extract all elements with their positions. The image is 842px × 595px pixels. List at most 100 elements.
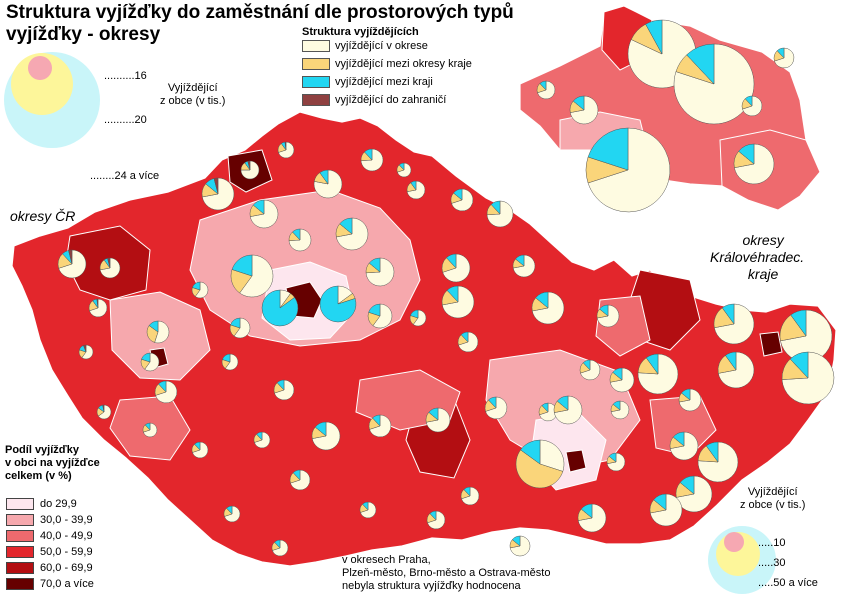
pie-slice: [608, 452, 617, 463]
pie-slice: [686, 43, 715, 85]
district-pie: [289, 469, 311, 491]
district-pie: [142, 422, 158, 438]
district-pie: [288, 228, 312, 252]
district-pie: [311, 421, 341, 451]
pie-slice: [231, 254, 253, 277]
district-pie: [154, 380, 178, 404]
pie-slice: [319, 169, 329, 185]
district-pie: [96, 404, 112, 420]
district-pie: [146, 320, 170, 344]
pie-slice: [81, 344, 94, 360]
size-bottom-title: Vyjíždějící z obce (v tis.): [740, 486, 805, 512]
share-title-3: celkem (v %): [5, 470, 72, 482]
region-brno-core: [565, 449, 587, 473]
pie-slice: [446, 253, 457, 269]
district-pie: [360, 148, 384, 172]
size-top-value-20: ..........20: [104, 114, 147, 126]
pie-slice: [541, 402, 549, 413]
label-okresy-hk-2: Královéhradec.: [710, 249, 805, 265]
share-title-2: v obci na vyjížďce: [5, 457, 100, 469]
pie-slice: [645, 353, 659, 375]
district-pie: [140, 352, 160, 372]
district-pie: [484, 396, 508, 420]
district-pie: [273, 379, 295, 401]
pie-slice: [612, 367, 623, 381]
district-pie: [201, 177, 235, 211]
pie-slice: [368, 303, 381, 317]
district-pie: [425, 407, 451, 433]
pie-slice: [446, 285, 459, 303]
pie-slice: [398, 162, 405, 171]
district-pie: [406, 180, 426, 200]
pie-slice: [213, 177, 219, 195]
pie-slice: [102, 404, 105, 413]
share-legend-title: Podíl vyjížďky v obci na vyjížďce celkem…: [5, 444, 125, 483]
district-pie: [585, 127, 671, 213]
size-legend-circle: [11, 53, 73, 115]
pie-slice: [362, 501, 369, 511]
structure-label-interregion: vyjíždějící mezi kraji: [335, 76, 433, 88]
district-pie: [240, 160, 260, 180]
size-top-value-16: ..........16: [104, 70, 147, 82]
pie-slice: [144, 422, 151, 431]
swatch-region: [302, 58, 330, 70]
pie-slice: [292, 228, 301, 241]
pie-slice: [372, 414, 381, 427]
pie-slice: [368, 257, 381, 273]
pie-slice: [256, 431, 263, 441]
size-top-title-2: z obce (v tis.): [160, 95, 226, 107]
pie-slice: [292, 469, 301, 481]
district-pie: [773, 47, 795, 69]
pie-slice: [239, 254, 274, 298]
size-bottom-value-30: .....30: [758, 557, 786, 569]
pie-slice: [721, 303, 735, 325]
district-pie: [460, 486, 480, 506]
district-pie: [335, 217, 369, 251]
district-pie: [579, 359, 601, 381]
structure-legend-item-abroad: vyjíždějící do zahraničí: [302, 94, 446, 106]
pie-slice: [672, 431, 685, 447]
pie-slice: [539, 80, 547, 91]
share-swatch-2: [6, 530, 34, 542]
pie-slice: [141, 352, 151, 363]
pie-slice: [339, 217, 353, 235]
district-pie: [486, 200, 514, 228]
pie-slice: [360, 148, 384, 172]
district-pie: [512, 254, 536, 278]
pie-slice: [96, 298, 99, 309]
share-swatch-1: [6, 514, 34, 526]
pie-slice: [429, 510, 437, 521]
district-pie: [368, 414, 392, 438]
pie-slice: [645, 19, 663, 55]
share-label-4: 60,0 - 69,9: [40, 562, 93, 574]
label-okresy-hk-3: kraje: [747, 266, 779, 282]
size-bottom-title-1: Vyjíždějící: [747, 486, 798, 498]
district-pie: [359, 501, 377, 519]
share-item-0: do 29,9: [6, 498, 77, 510]
share-label-1: 30,0 - 39,9: [40, 514, 93, 526]
district-pie: [261, 289, 299, 327]
pie-slice: [515, 449, 564, 489]
district-pie: [426, 510, 446, 530]
pie-slice: [261, 289, 299, 327]
structure-label-local: vyjíždějící v okrese: [335, 40, 428, 52]
pie-slice: [230, 317, 241, 329]
pie-slice: [410, 309, 419, 319]
structure-label-abroad: vyjíždějící do zahraničí: [335, 94, 447, 106]
size-legend-circle: [28, 56, 52, 80]
district-pie: [531, 291, 565, 325]
size-legend-circle: [724, 532, 744, 552]
pie-slice: [520, 439, 541, 465]
structure-legend-item-local: vyjíždějící v okrese: [302, 40, 428, 52]
pie-slice: [148, 320, 159, 333]
swatch-interregion: [302, 76, 330, 88]
label-okresy-hk: okresy Královéhradec. kraje: [710, 232, 804, 283]
size-top-title: Vyjíždějící z obce (v tis.): [160, 82, 225, 108]
share-swatch-3: [6, 546, 34, 558]
district-pie: [223, 505, 241, 523]
district-pie: [367, 303, 393, 329]
district-pie: [678, 388, 702, 412]
label-okresy-cr: okresy ČR: [10, 208, 76, 224]
